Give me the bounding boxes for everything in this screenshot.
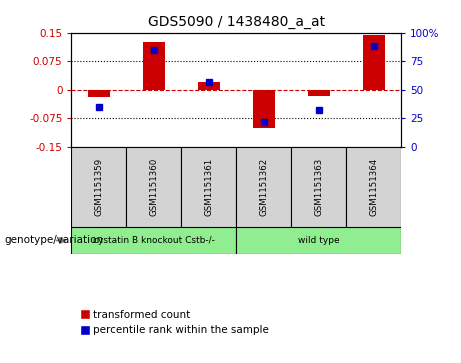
Text: GSM1151364: GSM1151364 — [369, 158, 378, 216]
Text: GSM1151361: GSM1151361 — [204, 158, 213, 216]
Text: cystatin B knockout Cstb-/-: cystatin B knockout Cstb-/- — [93, 236, 215, 245]
Bar — [181, 147, 236, 227]
Text: GSM1151360: GSM1151360 — [149, 158, 159, 216]
Legend: transformed count, percentile rank within the sample: transformed count, percentile rank withi… — [77, 306, 273, 340]
Bar — [71, 227, 236, 254]
Bar — [143, 42, 165, 90]
Title: GDS5090 / 1438480_a_at: GDS5090 / 1438480_a_at — [148, 15, 325, 29]
Bar — [363, 34, 384, 90]
Text: genotype/variation: genotype/variation — [5, 236, 104, 245]
Bar — [236, 147, 291, 227]
Text: GSM1151363: GSM1151363 — [314, 158, 323, 216]
Bar — [71, 147, 126, 227]
Bar — [253, 90, 275, 128]
Text: GSM1151359: GSM1151359 — [95, 158, 103, 216]
Bar — [291, 147, 346, 227]
Bar — [88, 90, 110, 98]
Text: GSM1151362: GSM1151362 — [259, 158, 268, 216]
Text: wild type: wild type — [298, 236, 339, 245]
Bar — [307, 90, 330, 95]
Bar — [346, 147, 401, 227]
Bar — [126, 147, 181, 227]
Bar — [198, 82, 220, 90]
Bar — [236, 227, 401, 254]
